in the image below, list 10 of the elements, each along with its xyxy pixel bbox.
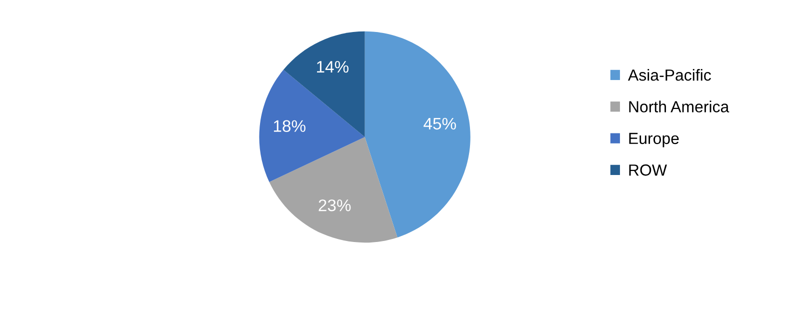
data-label: 18% <box>274 120 306 132</box>
data-label: 45% <box>424 118 456 130</box>
pie-slice <box>364 31 470 238</box>
pie-slice <box>269 137 398 243</box>
data-label: 23% <box>318 199 351 212</box>
legend-label: North America <box>629 100 730 112</box>
legend-label: Europe <box>629 132 679 148</box>
legend-label: Asia-Pacific <box>628 69 711 81</box>
data-label: 14% <box>317 60 349 73</box>
legend-label: ROW <box>629 164 667 176</box>
